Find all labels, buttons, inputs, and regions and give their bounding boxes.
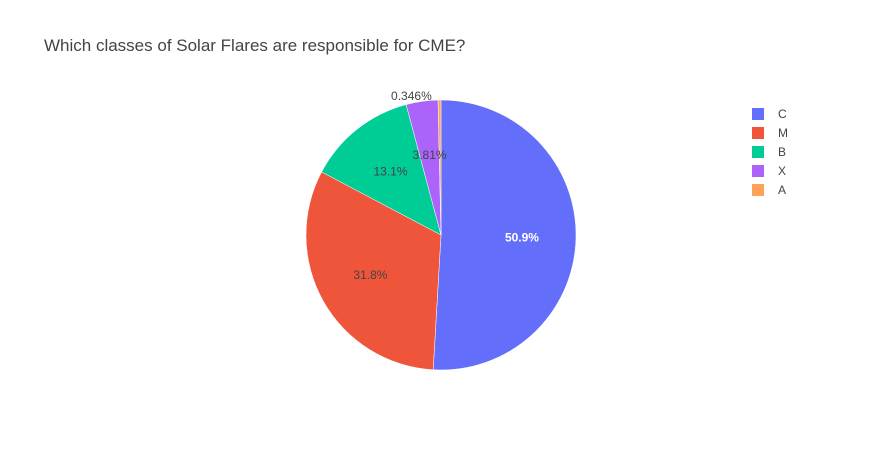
- legend-item-b[interactable]: B: [752, 145, 786, 159]
- legend-swatch-b: [752, 146, 764, 158]
- legend-label-x: X: [778, 164, 786, 178]
- legend-item-a[interactable]: A: [752, 183, 786, 197]
- pie-slice-m[interactable]: [305, 171, 442, 371]
- legend-item-x[interactable]: X: [752, 164, 786, 178]
- pie-slice-label-m: 31.8%: [353, 268, 387, 282]
- legend-swatch-x: [752, 165, 764, 177]
- pie-slice-label-b: 13.1%: [373, 165, 407, 179]
- legend-label-b: B: [778, 145, 786, 159]
- pie-slice-c[interactable]: [432, 99, 577, 371]
- legend-label-a: A: [778, 183, 786, 197]
- legend-item-c[interactable]: C: [752, 107, 787, 121]
- legend-label-m: M: [778, 126, 788, 140]
- legend-swatch-m: [752, 127, 764, 139]
- legend-swatch-c: [752, 108, 764, 120]
- legend-label-c: C: [778, 107, 787, 121]
- legend-item-m[interactable]: M: [752, 126, 788, 140]
- pie-slices: [305, 99, 577, 371]
- pie-slice-label-a: 0.346%: [391, 89, 432, 103]
- pie-slice-labels: 50.9% 31.8% 13.1% 3.81% 0.346%: [353, 89, 539, 282]
- legend-swatch-a: [752, 184, 764, 196]
- pie-slice-a[interactable]: [437, 99, 442, 236]
- pie-slice-label-x: 3.81%: [413, 148, 447, 162]
- pie-slice-label-c: 50.9%: [505, 230, 539, 244]
- chart-title: Which classes of Solar Flares are respon…: [44, 36, 465, 55]
- pie-slice-b[interactable]: [321, 104, 442, 236]
